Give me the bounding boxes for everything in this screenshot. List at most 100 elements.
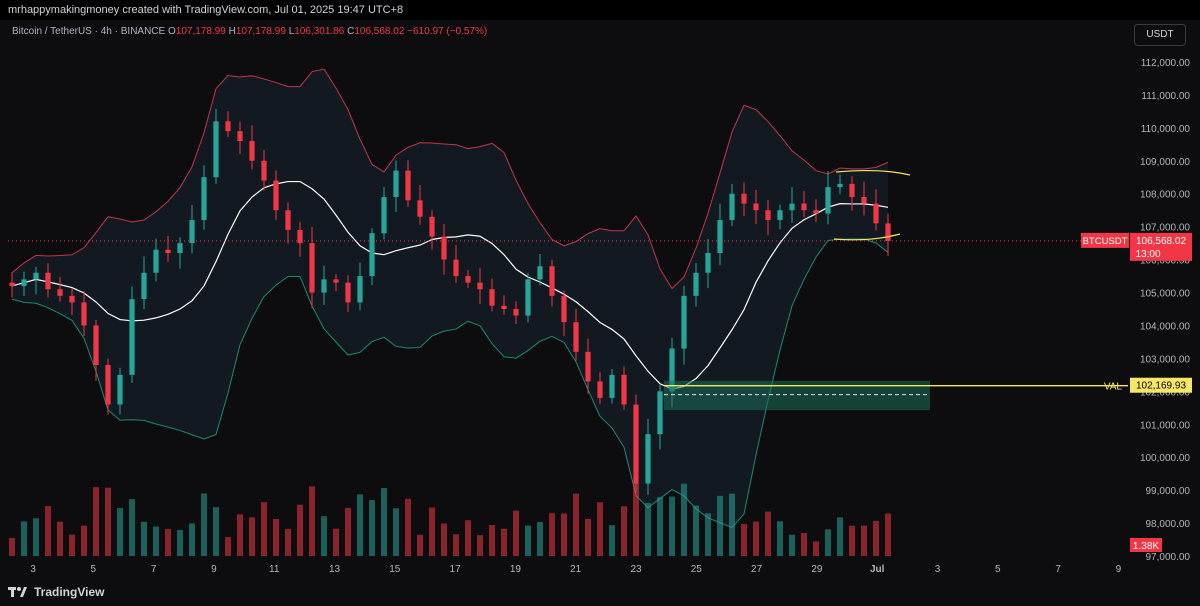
volume-bar bbox=[9, 537, 15, 556]
x-tick-label: 5 bbox=[91, 564, 97, 575]
candle-body bbox=[249, 141, 255, 161]
volume-bar bbox=[429, 507, 435, 556]
candle-body bbox=[633, 404, 639, 484]
ohlc-legend: Bitcoin / TetherUS · 4h · BINANCE O107,1… bbox=[12, 26, 487, 37]
volume-bar bbox=[621, 506, 627, 556]
volume-bar bbox=[189, 523, 195, 556]
x-tick-label: 21 bbox=[570, 564, 582, 575]
high-value: 107,178.99 bbox=[235, 26, 286, 37]
bollinger-fill bbox=[12, 69, 888, 528]
volume-bar bbox=[369, 500, 375, 556]
candle-body bbox=[321, 279, 327, 293]
candle-body bbox=[789, 203, 795, 211]
candle-body bbox=[33, 272, 39, 280]
x-tick-label: 27 bbox=[751, 564, 763, 575]
candle-body bbox=[657, 391, 663, 435]
volume-bar bbox=[393, 508, 399, 556]
volume-bar bbox=[129, 499, 135, 556]
symbol-tag bbox=[1081, 232, 1129, 248]
candle-body bbox=[297, 229, 303, 244]
y-tick-label: 109,000.00 bbox=[1140, 157, 1190, 168]
x-tick-label: 3 bbox=[935, 564, 941, 575]
volume-bar bbox=[201, 493, 207, 556]
volume-bar bbox=[117, 508, 123, 556]
candle-body bbox=[57, 289, 63, 296]
range-top-line bbox=[835, 169, 911, 176]
change-value: −610.97 (−0.57%) bbox=[407, 26, 488, 37]
candle-body bbox=[141, 272, 147, 300]
volume-bar bbox=[873, 520, 879, 556]
volume-bar bbox=[417, 534, 423, 556]
y-tick-label: 110,000.00 bbox=[1141, 124, 1191, 135]
currency-button[interactable]: USDT bbox=[1134, 24, 1186, 46]
volume-bar bbox=[213, 507, 219, 556]
range-bottom-line bbox=[833, 233, 901, 241]
candle-body bbox=[309, 243, 315, 293]
candle-body bbox=[825, 187, 831, 214]
volume-bar bbox=[237, 514, 243, 556]
candle-body bbox=[609, 374, 615, 398]
y-tick-label: 108,000.00 bbox=[1140, 190, 1190, 201]
close-value: 106,568.02 bbox=[354, 26, 405, 37]
x-tick-label: 3 bbox=[30, 564, 36, 575]
volume-bar bbox=[465, 520, 471, 556]
candle-body bbox=[621, 374, 627, 405]
low-value: 106,301.86 bbox=[294, 26, 345, 37]
candle-body bbox=[45, 272, 51, 290]
volume-bar bbox=[333, 528, 339, 556]
volume-bar bbox=[357, 494, 363, 556]
candle-body bbox=[129, 299, 135, 375]
volume-bar bbox=[705, 513, 711, 556]
candle-body bbox=[237, 131, 243, 142]
candle-body bbox=[837, 183, 843, 188]
volume-bar bbox=[837, 517, 843, 556]
price-chart[interactable]: 112,000.00 111,000.00 110,000.00 109,000.00… bbox=[0, 20, 1200, 580]
volume-bar bbox=[573, 493, 579, 556]
candle-body bbox=[729, 193, 735, 221]
volume-bar bbox=[45, 505, 51, 556]
volume-bar bbox=[861, 525, 867, 556]
tradingview-brand: TradingView bbox=[34, 585, 105, 599]
y-tick-label: 98,000.00 bbox=[1146, 519, 1191, 530]
candle-body bbox=[489, 289, 495, 306]
y-tick-label: 105,000.00 bbox=[1140, 289, 1190, 300]
lower-band-line bbox=[11, 238, 889, 529]
candle-body bbox=[201, 177, 207, 221]
volume-bar bbox=[885, 513, 891, 556]
x-tick-label: 7 bbox=[1055, 564, 1061, 575]
candle-body bbox=[561, 295, 567, 323]
volume-bar bbox=[441, 523, 447, 556]
volume-bar bbox=[177, 529, 183, 556]
volume-bar bbox=[525, 525, 531, 556]
candle-body bbox=[705, 253, 711, 273]
candle-body bbox=[381, 197, 387, 234]
candle-body bbox=[465, 276, 471, 283]
volume-bar bbox=[825, 529, 831, 556]
low-label: L bbox=[288, 26, 295, 37]
candle-body bbox=[477, 282, 483, 290]
volume-bar bbox=[789, 534, 795, 556]
y-tick-label: 104,000.00 bbox=[1140, 321, 1190, 332]
open-value: 107,178.99 bbox=[175, 26, 226, 37]
candle-body bbox=[261, 160, 267, 181]
candle-body bbox=[681, 295, 687, 349]
candle-body bbox=[585, 351, 591, 382]
x-tick-label: 9 bbox=[1116, 564, 1122, 575]
tradingview-logo[interactable]: TradingView bbox=[8, 585, 104, 599]
volume-bar bbox=[93, 487, 99, 556]
volume-bar bbox=[501, 528, 507, 556]
candle-body bbox=[549, 266, 555, 296]
candle-body bbox=[153, 249, 159, 273]
candle-body bbox=[69, 295, 75, 303]
volume-bar bbox=[405, 498, 411, 556]
candle-body bbox=[741, 193, 747, 204]
candle-body bbox=[537, 266, 543, 280]
volume-bar bbox=[801, 533, 807, 556]
volume-bar bbox=[597, 502, 603, 556]
candle-body bbox=[573, 322, 579, 352]
volume-bar bbox=[549, 513, 555, 556]
chart-area[interactable]: 112,000.00 111,000.00 110,000.00 109,000.00… bbox=[0, 20, 1200, 580]
candle-body bbox=[429, 216, 435, 237]
open-label: O bbox=[167, 26, 176, 37]
x-tick-label: 25 bbox=[691, 564, 703, 575]
